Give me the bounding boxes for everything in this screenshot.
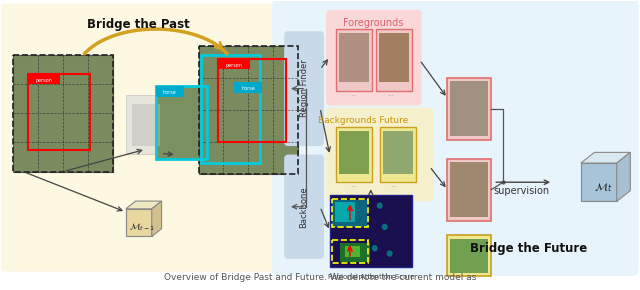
- Bar: [332, 199, 368, 227]
- FancyBboxPatch shape: [284, 155, 324, 259]
- Bar: [156, 86, 207, 159]
- Text: supervision: supervision: [493, 186, 549, 196]
- Bar: [451, 162, 488, 217]
- Text: Backgrounds Future: Backgrounds Future: [317, 116, 408, 125]
- Bar: [339, 131, 369, 174]
- Bar: [335, 202, 355, 222]
- Text: Regional Attention Score: Regional Attention Score: [328, 274, 414, 280]
- Bar: [126, 95, 166, 153]
- Bar: [132, 104, 160, 146]
- Text: Overview of Bridge Past and Future. We denote the current model as: Overview of Bridge Past and Future. We d…: [164, 273, 476, 282]
- Bar: [198, 46, 298, 174]
- Text: horse: horse: [163, 90, 177, 95]
- Bar: [376, 29, 412, 91]
- Text: $\mathcal{M}_{t-1}$: $\mathcal{M}_{t-1}$: [129, 221, 155, 233]
- FancyBboxPatch shape: [272, 0, 639, 276]
- Polygon shape: [581, 152, 630, 163]
- Text: ...: ...: [351, 91, 357, 97]
- Text: ...: ...: [351, 182, 357, 188]
- FancyBboxPatch shape: [326, 10, 422, 106]
- Bar: [218, 59, 286, 142]
- Text: ...: ...: [390, 182, 397, 188]
- Text: Bridge the Future: Bridge the Future: [470, 242, 588, 255]
- Polygon shape: [126, 209, 152, 236]
- Bar: [28, 74, 90, 150]
- Bar: [234, 82, 262, 93]
- Bar: [336, 29, 372, 91]
- Polygon shape: [617, 152, 630, 201]
- Text: Region Finder: Region Finder: [300, 60, 308, 117]
- Bar: [332, 200, 367, 227]
- Bar: [218, 59, 250, 70]
- Bar: [330, 195, 412, 267]
- Circle shape: [387, 250, 393, 257]
- FancyBboxPatch shape: [0, 3, 278, 272]
- Bar: [447, 78, 492, 140]
- Bar: [451, 239, 488, 273]
- Bar: [332, 240, 368, 263]
- Text: horse: horse: [241, 86, 255, 91]
- Bar: [379, 33, 408, 82]
- FancyBboxPatch shape: [326, 108, 433, 201]
- Bar: [340, 243, 370, 262]
- Text: person: person: [36, 78, 52, 83]
- Text: ...: ...: [387, 91, 394, 97]
- Text: Bridge the Past: Bridge the Past: [88, 18, 190, 31]
- Text: Backbone: Backbone: [300, 186, 308, 228]
- Polygon shape: [581, 163, 617, 201]
- Bar: [447, 235, 492, 276]
- Text: Foregrounds: Foregrounds: [342, 18, 403, 28]
- Bar: [200, 55, 260, 163]
- Bar: [345, 246, 360, 257]
- Bar: [339, 33, 369, 82]
- Bar: [13, 55, 113, 172]
- Polygon shape: [126, 201, 161, 209]
- Circle shape: [372, 245, 378, 251]
- Bar: [447, 159, 492, 220]
- Bar: [13, 55, 113, 172]
- Bar: [156, 86, 184, 97]
- Bar: [156, 86, 207, 159]
- Text: person: person: [226, 63, 243, 68]
- Bar: [336, 127, 372, 182]
- Bar: [198, 46, 298, 174]
- Text: $\mathcal{M}_t$: $\mathcal{M}_t$: [593, 181, 612, 194]
- Bar: [28, 74, 60, 84]
- Bar: [383, 131, 413, 174]
- Bar: [451, 81, 488, 137]
- Polygon shape: [152, 201, 161, 236]
- Bar: [380, 127, 415, 182]
- Circle shape: [377, 202, 383, 209]
- FancyBboxPatch shape: [284, 31, 324, 146]
- Circle shape: [381, 224, 388, 230]
